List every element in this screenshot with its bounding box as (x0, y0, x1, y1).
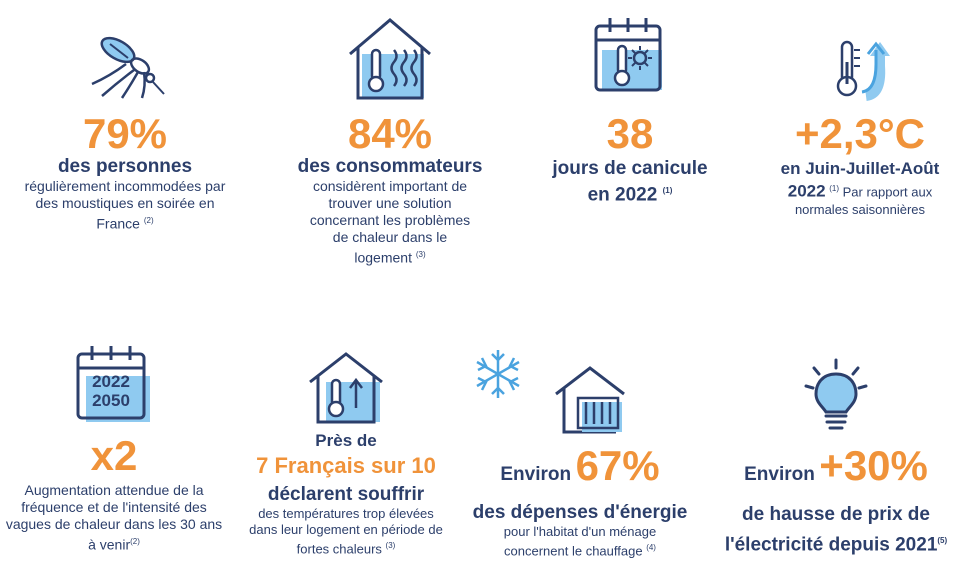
stat-depenses: Environ 67% des dépenses d'énergie pour … (470, 444, 690, 559)
house-thermometer-icon (309, 352, 383, 424)
stat-description: Augmentation attendue de la fréquence et… (5, 482, 223, 553)
stat-lead: des consommateurs (297, 156, 483, 177)
house-radiator-icon (555, 366, 625, 434)
stat-description: pour l'habitat d'un ménage concernent le… (503, 524, 657, 559)
stat-value: 79% (82, 110, 168, 157)
stat-description: régulièrement incommodées par des mousti… (24, 178, 226, 232)
stat-consommateurs: 84% des consommateurs considèrent import… (260, 112, 520, 267)
footnote: (5) (937, 536, 948, 545)
year-end: 2050 (92, 391, 130, 410)
stat-value: x2 (90, 432, 138, 479)
stat-prefix: Près de (315, 431, 377, 450)
stat-francais: Près de 7 Français sur 10 déclarent souf… (236, 430, 456, 557)
thermometer-up-icon (836, 40, 890, 101)
stat-description: considèrent important de trouver une sol… (309, 178, 471, 266)
stat-description: des températures trop élevées dans leur … (249, 506, 443, 557)
calendar-years-icon: 2022 2050 (72, 342, 156, 426)
stat-lead: des dépenses d'énergie (472, 502, 688, 523)
stat-description: Par rapport aux normales saisonnières (794, 184, 933, 218)
footnote: (2) (130, 537, 140, 546)
footnote: (3) (385, 541, 396, 550)
footnote: (1) (829, 184, 839, 193)
footnote: (1) (662, 186, 673, 195)
stat-lead-2: l'électricité depuis 2021 (724, 534, 938, 556)
stat-lead: en Juin-Juillet-Août (780, 159, 940, 178)
stat-lead: déclarent souffrir (267, 484, 425, 505)
stat-lead-2: en 2022 (587, 184, 658, 206)
stat-prefix: Environ (744, 464, 815, 485)
stat-prefix: Environ (500, 464, 572, 485)
stat-value: +30% (819, 442, 928, 489)
stat-value: 7 Français sur 10 (256, 453, 436, 478)
hot-house-icon (349, 18, 431, 100)
stat-vagues-chaleur: x2 Augmentation attendue de la fréquence… (4, 434, 224, 554)
footnote: (3) (415, 250, 426, 259)
calendar-thermometer-icon (594, 18, 662, 92)
stat-value: 84% (347, 110, 433, 157)
stat-electricite: Environ +30% de hausse de prix de l'élec… (716, 444, 956, 558)
stat-lead-2: 2022 (787, 181, 826, 201)
stat-lead: de hausse de prix de (742, 504, 930, 525)
stat-lead: des personnes (57, 156, 193, 177)
snowflake-icon (476, 350, 520, 398)
stat-value: +2,3°C (794, 110, 926, 157)
stat-temperature: +2,3°C en Juin-Juillet-Août 2022 (1) Par… (760, 112, 960, 219)
footnote: (2) (143, 216, 154, 225)
stat-moustiques: 79% des personnes régulièrement incommod… (10, 112, 240, 233)
stat-lead: jours de canicule (552, 158, 708, 179)
mosquito-icon (91, 36, 165, 99)
stat-value: 38 (606, 110, 654, 157)
lightbulb-icon (804, 358, 868, 430)
stat-value: 67% (575, 442, 660, 489)
stat-canicule: 38 jours de canicule en 2022 (1) (520, 112, 740, 206)
footnote: (4) (646, 543, 656, 552)
year-start: 2022 (92, 372, 130, 391)
